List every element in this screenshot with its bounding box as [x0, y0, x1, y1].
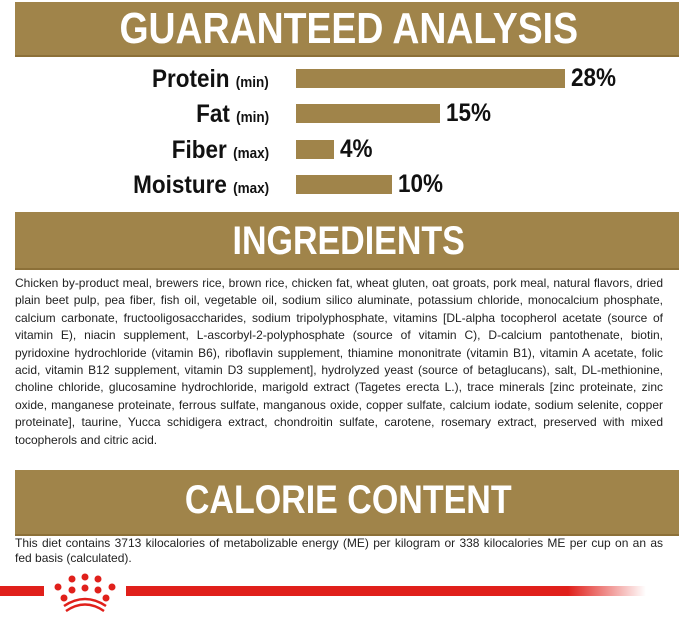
- ingredients-text: Chicken by-product meal, brewers rice, b…: [15, 276, 663, 447]
- nutrient-bar: [296, 104, 440, 123]
- nutrient-label: Fat (min): [196, 100, 269, 129]
- nutrient-value: 15%: [446, 99, 492, 127]
- calorie-content-header: CALORIE CONTENT: [15, 470, 679, 536]
- nutrient-bar: [296, 175, 392, 194]
- analysis-row: Fiber (max) 4%: [0, 135, 679, 164]
- nutrient-name: Moisture: [132, 171, 227, 199]
- guaranteed-analysis-title: GUARANTEED ANALYSIS: [119, 4, 578, 53]
- nutrient-label: Moisture (max): [133, 171, 269, 200]
- nutrient-label: Protein (min): [152, 65, 269, 94]
- nutrient-name: Protein: [152, 65, 230, 93]
- nutrient-qualifier: (max): [232, 180, 269, 197]
- nutrient-qualifier: (min): [235, 109, 269, 126]
- ingredients-title: INGREDIENTS: [232, 219, 465, 263]
- nutrient-qualifier: (min): [235, 74, 269, 91]
- nutrient-label: Fiber (max): [172, 136, 269, 165]
- calorie-content-title: CALORIE CONTENT: [185, 478, 512, 522]
- analysis-row: Fat (min) 15%: [0, 99, 679, 128]
- nutrient-value: 28%: [571, 64, 617, 92]
- crown-logo-icon: [0, 573, 646, 612]
- calorie-text: This diet contains 3713 kilocalories of …: [15, 536, 663, 565]
- nutrient-name: Fat: [195, 100, 230, 128]
- analysis-row: Protein (min) 28%: [0, 64, 679, 93]
- ingredients-header: INGREDIENTS: [15, 212, 679, 270]
- nutrient-value: 10%: [398, 170, 444, 198]
- analysis-row: Moisture (max) 10%: [0, 170, 679, 199]
- nutrient-name: Fiber: [171, 136, 227, 164]
- guaranteed-analysis-header: GUARANTEED ANALYSIS: [15, 2, 679, 57]
- nutrient-qualifier: (max): [232, 145, 269, 162]
- nutrient-value: 4%: [340, 135, 373, 163]
- nutrient-bar: [296, 140, 334, 159]
- nutrient-bar: [296, 69, 565, 88]
